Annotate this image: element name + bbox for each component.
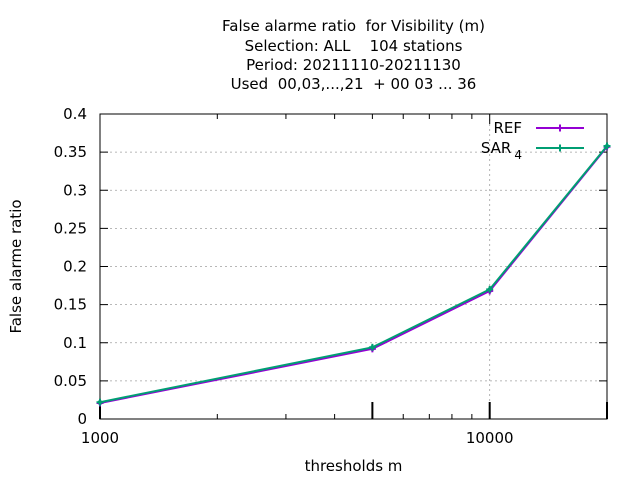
chart-title-line-1: False alarme ratio for Visibility (m) — [222, 17, 485, 35]
chart-title-line-2: Selection: ALL 104 stations — [244, 37, 463, 55]
y-tick-label: 0 — [77, 410, 87, 428]
point-marker-dot — [487, 287, 492, 292]
y-tick-label: 0.2 — [63, 258, 87, 276]
axis-ticks: 0 0.05 0.1 0.15 0.2 0.25 0.3 0.35 0.4 1000 10000 — [54, 105, 608, 447]
data-point-sar — [368, 343, 376, 351]
y-tick-label: 0.3 — [63, 181, 87, 199]
point-marker-dot — [97, 400, 103, 405]
y-tick-label: 0.15 — [54, 296, 87, 314]
legend-label-sar: SAR 4 — [481, 139, 522, 162]
y-tick-label: 0.4 — [63, 105, 87, 123]
point-marker-dot — [370, 345, 375, 350]
x-axis-label: thresholds m — [305, 457, 403, 475]
y-tick-label: 0.05 — [54, 372, 87, 390]
data-point-sar — [603, 142, 611, 150]
legend-subscript: 4 — [514, 148, 522, 162]
x-tick-label: 1000 — [81, 429, 119, 447]
series-line-sar — [99, 145, 608, 404]
chart-title-line-4: Used 00,03,...,21 + 00 03 ... 36 — [230, 75, 477, 93]
data-point-sar — [96, 398, 104, 406]
y-tick-label: 0.25 — [54, 219, 87, 237]
y-tick-label: 0.1 — [63, 334, 87, 352]
plot-frame — [99, 113, 608, 420]
chart-title-line-3: Period: 20211110-20211130 — [246, 56, 461, 74]
y-axis-label: False alarme ratio — [7, 199, 25, 333]
series-line-ref — [99, 146, 608, 404]
y-tick-label: 0.35 — [54, 143, 87, 161]
point-marker-dot — [604, 143, 610, 149]
legend-label-ref: REF — [493, 119, 522, 137]
x-tick-label: 10000 — [466, 429, 514, 447]
grid-lines — [100, 114, 607, 419]
legend: REF SAR 4 — [481, 119, 584, 162]
series-layer — [96, 142, 611, 407]
data-point-sar — [486, 285, 494, 293]
